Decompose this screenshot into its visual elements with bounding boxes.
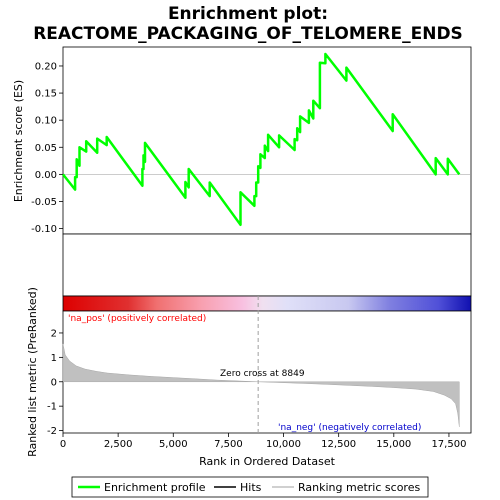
es-y-tick-label: -0.05	[31, 197, 57, 208]
zero-cross-label: Zero cross at 8849	[220, 369, 305, 379]
x-axis-label: Rank in Ordered Dataset	[199, 455, 336, 468]
es-y-tick-label: 0.15	[35, 89, 57, 100]
ranking-color-bar	[63, 296, 471, 311]
x-tick-label: 12,500	[321, 439, 356, 450]
positive-correlation-label: 'na_pos' (positively correlated)	[68, 314, 206, 324]
x-tick-label: 7,500	[214, 439, 243, 450]
metric-y-tick-label: -2	[47, 426, 57, 437]
es-y-tick-label: 0.10	[35, 116, 57, 127]
x-tick-label: 10,000	[266, 439, 301, 450]
es-y-tick-label: -0.10	[31, 224, 57, 235]
metric-y-tick-label: -1	[47, 402, 57, 413]
metric-y-tick-label: 2	[51, 328, 57, 339]
chart-title-line-2: REACTOME_PACKAGING_OF_TELOMERE_ENDS	[33, 24, 463, 44]
legend-hits-label: Hits	[240, 481, 262, 494]
es-y-tick-label: 0.00	[35, 170, 57, 181]
metric-y-axis-label: Ranked list metric (PreRanked)	[26, 287, 39, 457]
x-tick-label: 2,500	[104, 439, 133, 450]
negative-correlation-label: 'na_neg' (negatively correlated)	[278, 423, 421, 433]
metric-y-tick-label: 0	[51, 377, 57, 388]
legend-enrichment-label: Enrichment profile	[104, 481, 206, 494]
x-tick-label: 5,000	[159, 439, 188, 450]
legend-metric-label: Ranking metric scores	[298, 481, 420, 494]
metric-y-tick-label: 1	[51, 353, 57, 364]
x-tick-label: 15,000	[376, 439, 411, 450]
x-tick-label: 17,500	[431, 439, 466, 450]
x-tick-label: 0	[60, 439, 66, 450]
es-y-tick-label: 0.05	[35, 143, 57, 154]
hits-panel-frame	[63, 234, 471, 296]
chart-title-line-1: Enrichment plot:	[168, 4, 328, 24]
es-y-tick-label: 0.20	[35, 61, 57, 72]
es-y-axis-label: Enrichment score (ES)	[12, 80, 25, 202]
